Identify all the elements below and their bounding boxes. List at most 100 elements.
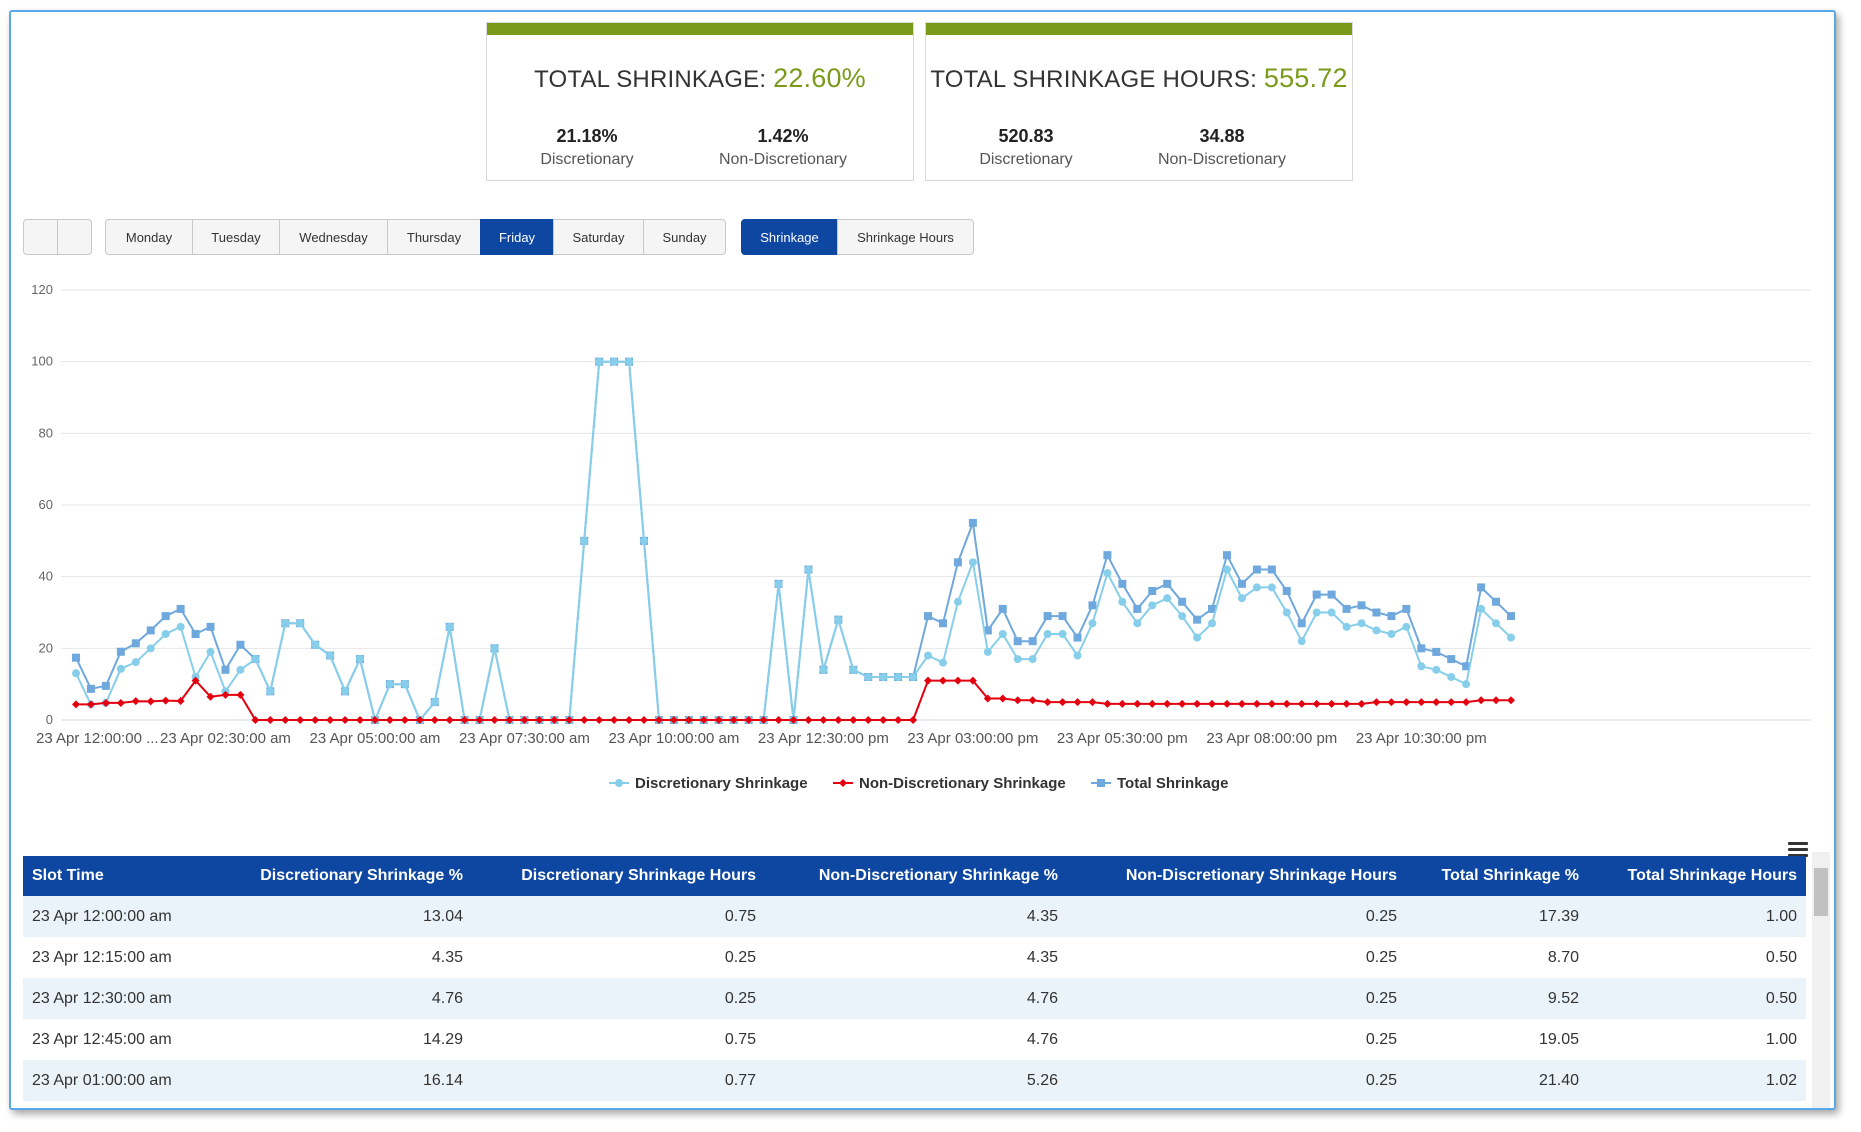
data-point <box>116 647 125 656</box>
next-button[interactable] <box>57 219 92 255</box>
data-point <box>983 647 992 656</box>
y-tick-label: 0 <box>46 712 53 727</box>
day-button-tuesday[interactable]: Tuesday <box>192 219 280 255</box>
data-point <box>1103 699 1112 708</box>
table-scrollbar[interactable] <box>1812 852 1830 1108</box>
data-point <box>1357 601 1366 610</box>
data-point <box>625 357 634 366</box>
data-point <box>640 716 649 724</box>
data-point <box>1252 699 1261 708</box>
x-tick-label: 23 Apr 03:00:00 pm <box>907 730 1038 747</box>
table-cell: 17.39 <box>1538 907 1579 925</box>
table-cell: 4.76 <box>1026 989 1058 1007</box>
y-tick-label: 60 <box>39 497 53 512</box>
data-point <box>610 357 619 366</box>
data-point <box>1237 699 1246 708</box>
table-row[interactable]: 23 Apr 12:30:00 am 4.76 0.25 4.76 0.25 9.52 0.… <box>23 978 1806 1019</box>
data-point <box>101 698 110 707</box>
non-discretionary-stat: 34.88 Non-Discretionary <box>1122 126 1322 169</box>
table-cell: 0.50 <box>1765 989 1797 1007</box>
data-point <box>281 619 290 628</box>
header-total-hours[interactable]: Total Shrinkage Hours <box>1627 867 1797 884</box>
table-row[interactable]: 23 Apr 12:15:00 am 4.35 0.25 4.35 0.25 8.70 0.… <box>23 937 1806 978</box>
data-point <box>1297 619 1306 628</box>
data-point <box>206 647 215 656</box>
data-point <box>221 665 230 674</box>
data-point <box>550 716 559 724</box>
data-point <box>191 630 200 638</box>
data-point <box>72 700 80 709</box>
table-cell: 0.25 <box>1365 907 1397 925</box>
table-cell: 23 Apr 12:00:00 am <box>32 907 172 925</box>
data-point <box>804 565 813 574</box>
y-tick-label: 20 <box>39 640 53 655</box>
table-row[interactable]: 23 Apr 12:45:00 am 14.29 0.75 4.76 0.25 19.05… <box>23 1019 1806 1060</box>
view-button-shrinkage-hours[interactable]: Shrinkage Hours <box>837 219 974 255</box>
x-tick-label: 23 Apr 07:30:00 am <box>459 730 590 747</box>
table-menu-icon[interactable] <box>1788 842 1808 858</box>
data-point <box>1312 608 1321 617</box>
legend-label: Discretionary Shrinkage <box>635 775 808 792</box>
data-point <box>998 630 1007 638</box>
card-total-value: 555.72 <box>1263 63 1348 93</box>
data-point <box>1372 626 1381 635</box>
table-cell: 9.52 <box>1547 989 1579 1007</box>
data-point <box>1492 619 1501 628</box>
day-button-sunday[interactable]: Sunday <box>643 219 726 255</box>
header-slot-time[interactable]: Slot Time <box>32 867 104 884</box>
data-point <box>924 612 933 621</box>
data-point <box>1118 699 1127 708</box>
data-point <box>1058 698 1067 707</box>
day-button-saturday[interactable]: Saturday <box>553 219 644 255</box>
header-nondisc-hours[interactable]: Non-Discretionary Shrinkage Hours <box>1125 867 1397 884</box>
data-point <box>161 630 170 638</box>
header-disc-pct[interactable]: Discretionary Shrinkage % <box>260 867 463 884</box>
data-point <box>520 716 529 724</box>
data-point <box>1417 662 1426 671</box>
discretionary-stat: 520.83 Discretionary <box>926 126 1126 169</box>
data-point <box>864 673 873 681</box>
table-header: Slot Time Discretionary Shrinkage % Disc… <box>23 856 1806 896</box>
day-button-friday[interactable]: Friday <box>480 219 554 255</box>
data-point <box>1028 696 1037 705</box>
stat-label: Non-Discretionary <box>718 151 848 168</box>
data-point <box>1028 637 1037 646</box>
series-line <box>75 360 1512 724</box>
legend-label: Non-Discretionary Shrinkage <box>859 775 1066 792</box>
table-row[interactable]: 23 Apr 01:00:00 am 16.14 0.77 5.26 0.25 21.40… <box>23 1060 1806 1101</box>
total-shrinkage-card: TOTAL SHRINKAGE: 22.60% 21.18% Discretio… <box>486 22 914 181</box>
stat-value: 520.83 <box>998 126 1054 146</box>
dashboard-frame: TOTAL SHRINKAGE: 22.60% 21.18% Discretio… <box>9 10 1836 1110</box>
table-cell: 1.02 <box>1765 1071 1797 1089</box>
data-point <box>1282 699 1291 708</box>
table-cell: 0.75 <box>724 907 756 925</box>
data-point <box>206 622 215 631</box>
data-point <box>834 615 843 624</box>
table-cell: 0.25 <box>724 948 756 966</box>
data-point <box>1043 612 1052 621</box>
header-disc-hours[interactable]: Discretionary Shrinkage Hours <box>521 867 756 884</box>
day-button-thursday[interactable]: Thursday <box>387 219 481 255</box>
data-point <box>1507 696 1515 705</box>
data-point <box>983 626 992 635</box>
day-button-wednesday[interactable]: Wednesday <box>279 219 388 255</box>
table-row[interactable]: 23 Apr 12:00:00 am 13.04 0.75 4.35 0.25 17.39… <box>23 896 1806 937</box>
table-cell: 0.50 <box>1765 948 1797 966</box>
view-button-shrinkage[interactable]: Shrinkage <box>741 219 838 255</box>
data-point <box>669 716 678 724</box>
data-point <box>1372 608 1381 617</box>
table-cell: 1.00 <box>1765 907 1797 925</box>
data-point <box>1073 633 1082 642</box>
data-point <box>894 673 903 681</box>
data-point <box>1432 647 1441 656</box>
scrollbar-thumb[interactable] <box>1814 868 1828 916</box>
data-point <box>1462 662 1471 671</box>
header-total-pct[interactable]: Total Shrinkage % <box>1441 867 1579 884</box>
data-point <box>968 676 977 685</box>
stat-value: 21.18% <box>556 126 618 146</box>
header-nondisc-pct[interactable]: Non-Discretionary Shrinkage % <box>818 867 1058 884</box>
data-point <box>1357 699 1366 708</box>
data-point <box>206 692 215 701</box>
data-point <box>1208 619 1217 628</box>
data-point <box>445 622 454 631</box>
